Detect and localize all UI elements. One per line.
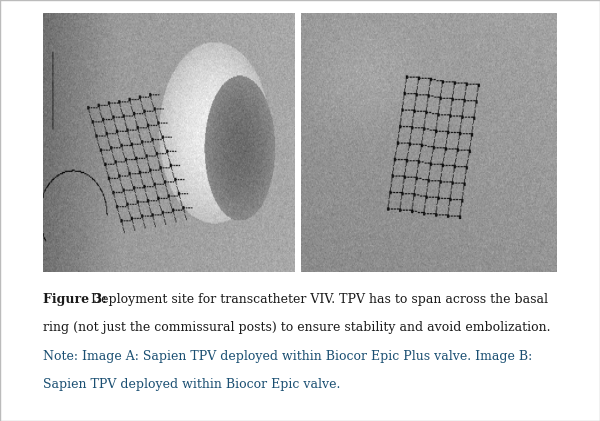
- Text: Sapien TPV deployed within Biocor Epic valve.: Sapien TPV deployed within Biocor Epic v…: [43, 378, 341, 392]
- Text: Figure 3:: Figure 3:: [43, 293, 107, 306]
- Text: Note: Image A: Sapien TPV deployed within Biocor Epic Plus valve. Image B:: Note: Image A: Sapien TPV deployed withi…: [43, 350, 532, 363]
- Text: Deployment site for transcatheter VIV. TPV has to span across the basal: Deployment site for transcatheter VIV. T…: [87, 293, 548, 306]
- Text: ring (not just the commissural posts) to ensure stability and avoid embolization: ring (not just the commissural posts) to…: [43, 321, 551, 334]
